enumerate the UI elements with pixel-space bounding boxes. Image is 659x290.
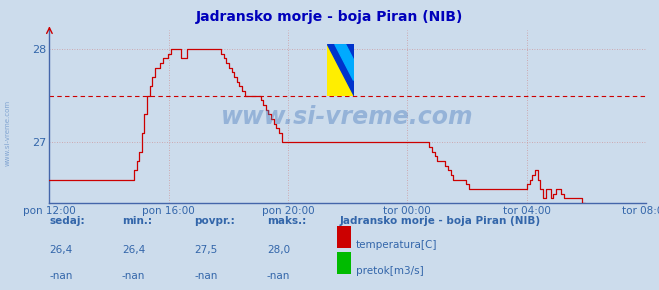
Polygon shape [327,44,354,96]
Text: -nan: -nan [49,271,72,281]
Text: 26,4: 26,4 [49,245,72,255]
Text: -nan: -nan [267,271,290,281]
Text: pretok[m3/s]: pretok[m3/s] [356,266,424,276]
Polygon shape [327,44,354,96]
Text: 28,0: 28,0 [267,245,290,255]
Text: 26,4: 26,4 [122,245,145,255]
Text: sedaj:: sedaj: [49,216,85,226]
Text: Jadransko morje - boja Piran (NIB): Jadransko morje - boja Piran (NIB) [339,216,540,226]
Text: 27,5: 27,5 [194,245,217,255]
Text: -nan: -nan [194,271,217,281]
Text: temperatura[C]: temperatura[C] [356,240,438,250]
Text: min.:: min.: [122,216,152,226]
Text: Jadransko morje - boja Piran (NIB): Jadransko morje - boja Piran (NIB) [196,10,463,24]
Polygon shape [335,44,354,81]
Text: www.si-vreme.com: www.si-vreme.com [221,105,474,129]
Text: maks.:: maks.: [267,216,306,226]
Text: povpr.:: povpr.: [194,216,235,226]
Text: -nan: -nan [122,271,145,281]
Text: www.si-vreme.com: www.si-vreme.com [5,100,11,166]
